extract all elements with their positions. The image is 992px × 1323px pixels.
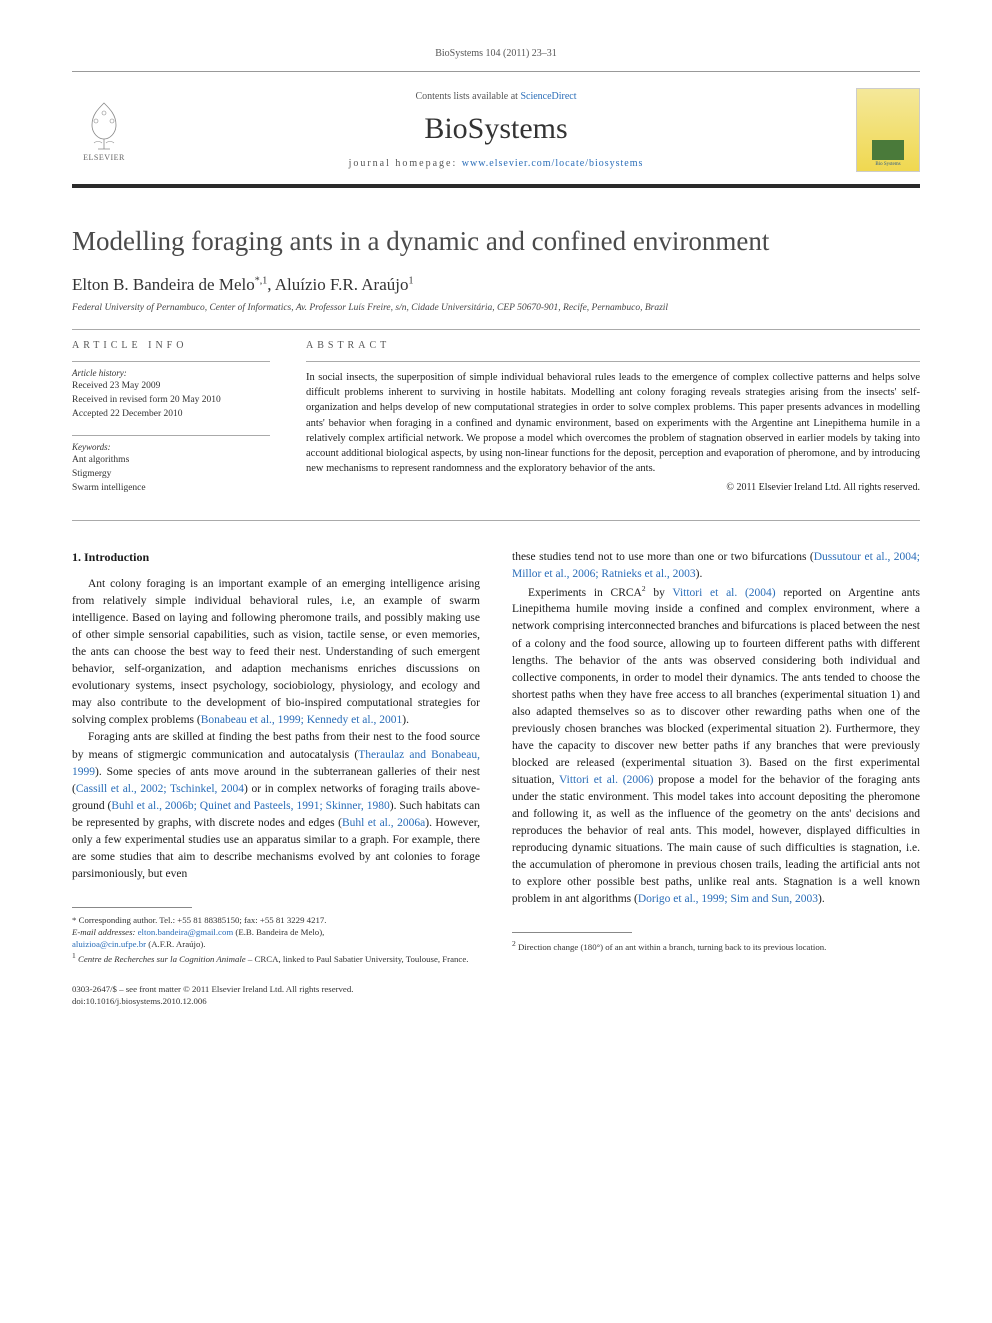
email-1-link[interactable]: elton.bandeira@gmail.com xyxy=(138,927,234,937)
cover-logo-icon xyxy=(872,140,904,160)
homepage-prefix: journal homepage: xyxy=(349,158,462,169)
p3-text-a: these studies tend not to use more than … xyxy=(512,551,814,563)
cite-buhl-a[interactable]: Buhl et al., 2006a xyxy=(342,817,425,829)
footnote-divider-right xyxy=(512,932,632,933)
sciencedirect-link[interactable]: ScienceDirect xyxy=(520,91,576,102)
history-label: Article history: xyxy=(72,368,270,378)
para-3: these studies tend not to use more than … xyxy=(512,549,920,583)
article-title: Modelling foraging ants in a dynamic and… xyxy=(72,226,920,257)
footnote-divider-left xyxy=(72,907,192,908)
p4-text-e: ). xyxy=(818,893,825,905)
author-2: , Aluízio F.R. Araújo xyxy=(267,275,408,294)
p4-text-d: propose a model for the behavior of the … xyxy=(512,774,920,905)
history-received: Received 23 May 2009 xyxy=(72,380,270,394)
footnote-emails: E-mail addresses: elton.bandeira@gmail.c… xyxy=(72,926,480,938)
contents-prefix: Contents lists available at xyxy=(415,91,520,102)
authors: Elton B. Bandeira de Melo*,1, Aluízio F.… xyxy=(72,275,920,295)
email-2-who: (A.F.R. Araújo). xyxy=(146,939,205,949)
doi-line1: 0303-2647/$ – see front matter © 2011 El… xyxy=(72,983,480,995)
elsevier-label: ELSEVIER xyxy=(83,153,125,162)
article-info-heading: ARTICLE INFO xyxy=(72,340,270,351)
cite-dorigo[interactable]: Dorigo et al., 1999; Sim and Sun, 2003 xyxy=(638,893,818,905)
cite-bonabeau[interactable]: Bonabeau et al., 1999; Kennedy et al., 2… xyxy=(201,714,403,726)
journal-header: ELSEVIER Contents lists available at Sci… xyxy=(72,71,920,188)
fn1-rest: – CRCA, linked to Paul Sabatier Universi… xyxy=(246,953,469,963)
p4-text-b: by xyxy=(646,586,673,598)
journal-homepage: journal homepage: www.elsevier.com/locat… xyxy=(156,158,836,169)
author-1-sup: *,1 xyxy=(255,275,268,286)
journal-reference: BioSystems 104 (2011) 23–31 xyxy=(72,48,920,59)
contents-available: Contents lists available at ScienceDirec… xyxy=(156,91,836,102)
column-left: 1. Introduction Ant colony foraging is a… xyxy=(72,549,480,1008)
keywords-label: Keywords: xyxy=(72,442,270,452)
keyword-1: Ant algorithms xyxy=(72,454,270,468)
history-accepted: Accepted 22 December 2010 xyxy=(72,408,270,422)
divider-mid xyxy=(72,520,920,521)
p3-text-b: ). xyxy=(696,568,703,580)
doi-line2: doi:10.1016/j.biosystems.2010.12.006 xyxy=(72,995,480,1007)
p1-text-a: Ant colony foraging is an important exam… xyxy=(72,578,480,726)
para-2: Foraging ants are skilled at finding the… xyxy=(72,729,480,882)
cite-buhl-b[interactable]: Buhl et al., 2006b; Quinet and Pasteels,… xyxy=(111,800,389,812)
column-right: these studies tend not to use more than … xyxy=(512,549,920,1008)
para-4: Experiments in CRCA2 by Vittori et al. (… xyxy=(512,583,920,908)
author-2-sup: 1 xyxy=(408,275,413,286)
article-history: Article history: Received 23 May 2009 Re… xyxy=(72,361,270,421)
p4-text-a: Experiments in CRCA xyxy=(528,586,642,598)
email-2-link[interactable]: aluizioa@cin.ufpe.br xyxy=(72,939,146,949)
email-1-who: (E.B. Bandeira de Melo), xyxy=(233,927,324,937)
history-revised: Received in revised form 20 May 2010 xyxy=(72,394,270,408)
footnote-1: 1 Centre de Recherches sur la Cognition … xyxy=(72,951,480,965)
abstract-copyright: © 2011 Elsevier Ireland Ltd. All rights … xyxy=(306,481,920,496)
abstract: ABSTRACT In social insects, the superpos… xyxy=(306,340,920,510)
doi-block: 0303-2647/$ – see front matter © 2011 El… xyxy=(72,983,480,1008)
homepage-link[interactable]: www.elsevier.com/locate/biosystems xyxy=(462,158,644,169)
p4-text-c: reported on Argentine ants Linepithema h… xyxy=(512,586,920,785)
abstract-text: In social insects, the superposition of … xyxy=(306,361,920,495)
journal-cover-thumb: Bio Systems xyxy=(856,88,920,172)
elsevier-logo: ELSEVIER xyxy=(72,94,136,166)
section-1-heading: 1. Introduction xyxy=(72,549,480,567)
keyword-2: Stigmergy xyxy=(72,468,270,482)
article-info: ARTICLE INFO Article history: Received 2… xyxy=(72,340,270,510)
footnote-corresponding: * Corresponding author. Tel.: +55 81 883… xyxy=(72,914,480,926)
cite-cassill[interactable]: Cassill et al., 2002; Tschinkel, 2004 xyxy=(76,783,244,795)
fn1-italic: Centre de Recherches sur la Cognition An… xyxy=(78,953,246,963)
affiliation: Federal University of Pernambuco, Center… xyxy=(72,303,920,313)
para-1: Ant colony foraging is an important exam… xyxy=(72,576,480,729)
footnote-email2: aluizioa@cin.ufpe.br (A.F.R. Araújo). xyxy=(72,938,480,950)
keyword-3: Swarm intelligence xyxy=(72,482,270,496)
fn2-text: Direction change (180°) of an ant within… xyxy=(518,942,826,952)
elsevier-tree-icon xyxy=(80,99,128,151)
p1-text-b: ). xyxy=(402,714,409,726)
keywords-block: Keywords: Ant algorithms Stigmergy Swarm… xyxy=(72,435,270,495)
author-1: Elton B. Bandeira de Melo xyxy=(72,275,255,294)
body-columns: 1. Introduction Ant colony foraging is a… xyxy=(72,549,920,1008)
email-label: E-mail addresses: xyxy=(72,927,138,937)
abstract-body: In social insects, the superposition of … xyxy=(306,372,920,474)
cover-label: Bio Systems xyxy=(875,162,900,167)
journal-name: BioSystems xyxy=(156,112,836,146)
header-center: Contents lists available at ScienceDirec… xyxy=(156,91,836,169)
divider-top xyxy=(72,329,920,330)
cite-vittori-2006[interactable]: Vittori et al. (2006) xyxy=(559,774,653,786)
footnote-2: 2 Direction change (180°) of an ant with… xyxy=(512,939,920,953)
cite-vittori-2004[interactable]: Vittori et al. (2004) xyxy=(672,586,775,598)
abstract-heading: ABSTRACT xyxy=(306,340,920,351)
